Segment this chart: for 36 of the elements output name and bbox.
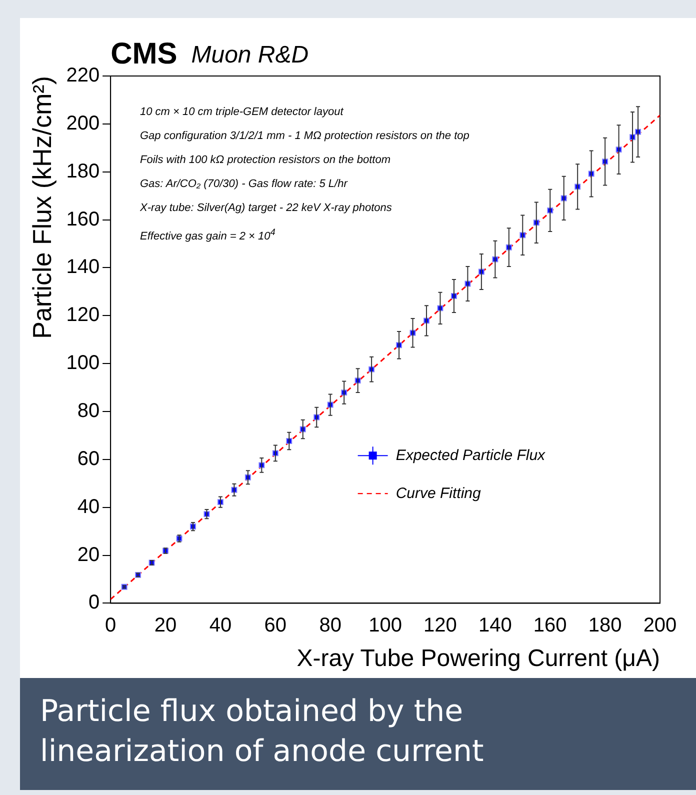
y-tick-label: 220 [66,64,100,87]
x-tick-label: 200 [643,614,677,637]
x-tick-label: 80 [319,614,342,637]
chart-subtitle: Muon R&D [191,42,309,69]
x-tick-label: 20 [154,614,177,637]
x-tick-label: 140 [478,614,512,637]
annotation: Gap configuration 3/1/2/1 mm - 1 MΩ protection resistors on the top [140,129,470,144]
y-tick-label: 80 [77,400,100,422]
chart-title: CMS [110,37,178,70]
y-tick-label: 160 [66,208,100,230]
x-tick-label: 60 [264,614,287,637]
x-tick-label: 160 [533,614,567,637]
annotation: Effective gas gain = 2 × 10$^{4}$ [140,226,276,245]
x-axis-title: X-ray Tube Powering Current (μA) [296,645,660,672]
legend-label: Curve Fitting [396,484,482,502]
annotation: X-ray tube: Silver(Ag) target - 22 keV X-ray photons [140,201,393,216]
annotation: 10 cm × 10 cm triple-GEM detector layout [140,105,345,120]
y-tick-label: 40 [77,496,100,518]
text: Particle flux obtained by the linearization of anode current [20,678,696,790]
y-tick-label: 180 [66,160,100,182]
x-tick-label: 180 [588,614,622,637]
y-tick-label: 60 [77,448,100,470]
x-tick-label: 100 [368,614,402,637]
annotation: Gas: Ar/CO₂ (70/30) - Gas flow rate: 5 L/hr [140,177,349,192]
y-tick-label: 100 [66,352,100,374]
x-tick-label: 120 [424,614,457,637]
y-tick-label: 140 [66,256,100,278]
x-tick-label: 0 [105,614,116,637]
y-axis-title: Particle Flux (kHz/cm²) [26,76,57,339]
y-tick-label: 0 [88,592,100,614]
y-tick-label: 20 [77,544,100,566]
annotation: Foils with 100 kΩ protection resistors on the bottom [140,153,392,168]
legend-label: Expected Particle Flux [396,446,546,464]
y-tick-label: 200 [66,112,100,134]
x-tick-label: 40 [209,614,232,637]
y-tick-label: 120 [66,304,100,326]
